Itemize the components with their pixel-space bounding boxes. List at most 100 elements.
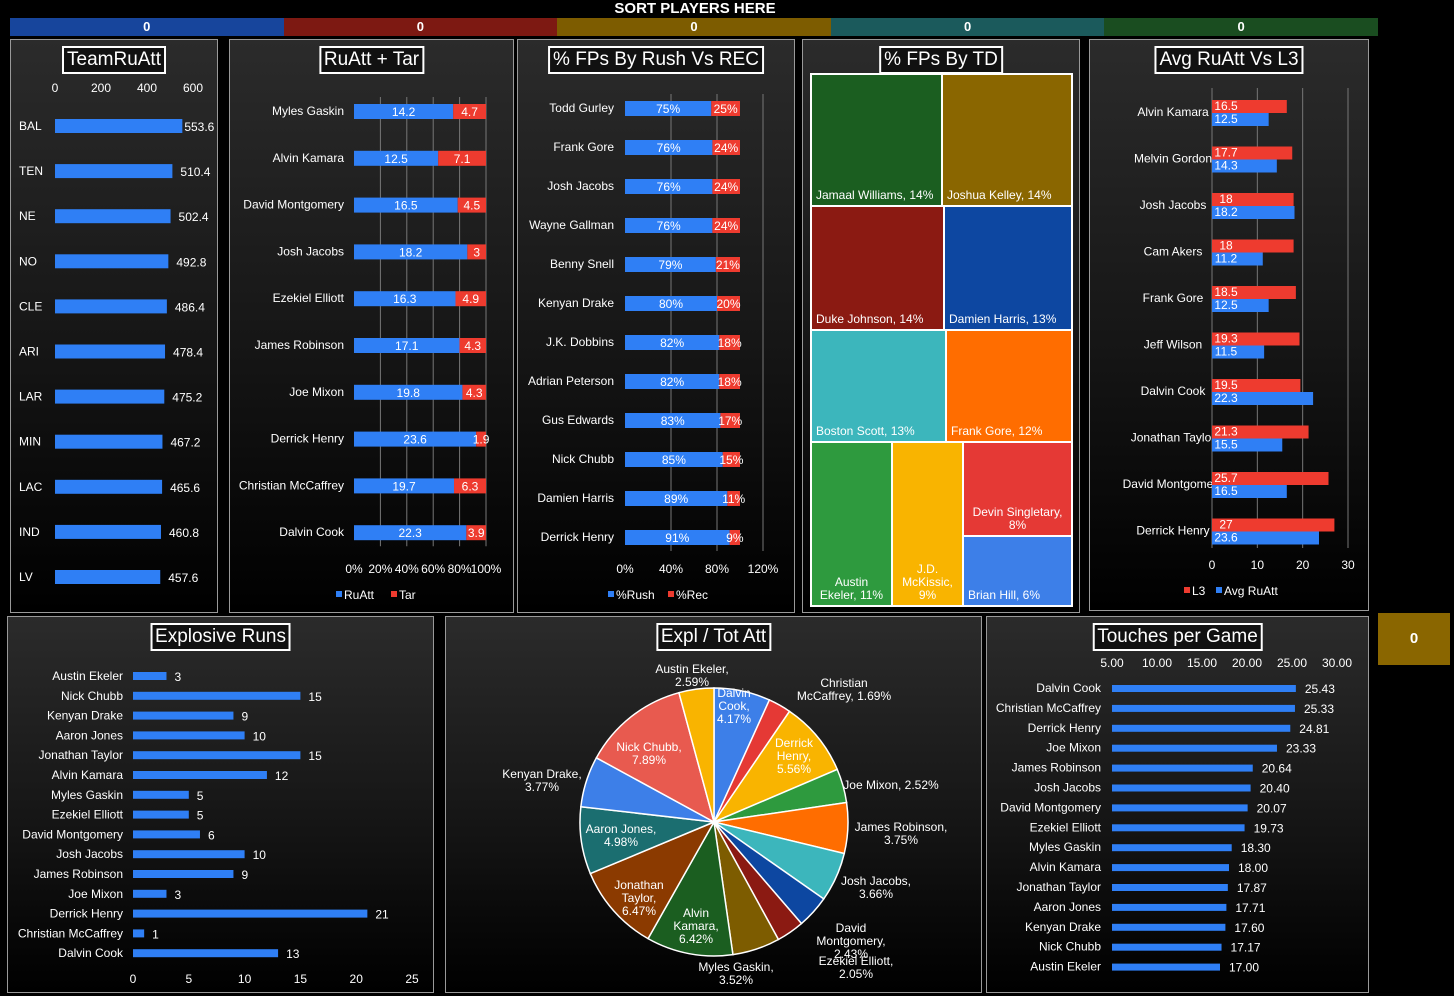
- category-label: Ezekiel Elliott: [1030, 820, 1102, 834]
- bar-%Rec: [720, 413, 740, 428]
- treemap-label: Duke Johnson, 14%: [816, 312, 924, 326]
- fps-by-td-treemap: Jamaal Williams, 14% Joshua Kelley, 14% Du…: [810, 73, 1073, 607]
- treemap-cell: [810, 205, 945, 331]
- treemap-label: McKissic,: [902, 575, 953, 589]
- sort-cell-2[interactable]: 0: [283, 18, 558, 36]
- treemap-cell: [810, 73, 943, 207]
- data-label: 19.73: [1254, 821, 1284, 835]
- x-tick-label: 30.00: [1322, 656, 1352, 670]
- data-label: 25.43: [1305, 682, 1335, 696]
- category-label: MIN: [19, 435, 41, 449]
- slice-label: Joe Mixon, 2.52%: [843, 778, 939, 792]
- data-label: 17.60: [1234, 921, 1264, 935]
- category-label: Frank Gore: [553, 140, 614, 154]
- chart-title: % FPs By Rush Vs REC: [548, 46, 764, 74]
- bar-%Rush: [625, 335, 720, 350]
- x-tick-label: 10.00: [1142, 656, 1172, 670]
- category-label: Dalvin Cook: [58, 946, 124, 960]
- data-label: 91%: [665, 531, 689, 545]
- slice-label: McCaffrey, 1.69%: [797, 689, 892, 703]
- bar: [55, 164, 173, 179]
- data-label: 17.1: [395, 339, 419, 353]
- bar-Tar: [454, 478, 486, 494]
- data-label: 10: [253, 848, 267, 862]
- bar-avg-ruatt: [1212, 485, 1287, 498]
- bar-%Rec: [722, 452, 740, 467]
- bar: [55, 254, 169, 269]
- treemap-label: 8%: [1009, 518, 1027, 532]
- chart-title: RuAtt + Tar: [318, 46, 425, 74]
- slice-label: 3.52%: [719, 973, 753, 987]
- bar: [133, 672, 167, 680]
- slice-label: 4.98%: [604, 835, 638, 849]
- data-label: 5: [197, 789, 204, 803]
- category-label: James Robinson: [1012, 761, 1101, 775]
- panel-ruatt-tar: RuAtt + Tar 0% 20% 40% 60% 80% 100% Myles Gask…: [229, 39, 514, 613]
- sort-cell-3[interactable]: 0: [557, 18, 831, 36]
- category-label: IND: [19, 525, 40, 539]
- data-label: 5: [197, 809, 204, 823]
- category-label: Wayne Gallman: [529, 218, 614, 232]
- category-label: LV: [19, 570, 33, 584]
- data-label: 475.2: [172, 391, 202, 405]
- bar: [133, 751, 301, 760]
- treemap-label: Brian Hill, 6%: [968, 588, 1040, 602]
- data-label: 23.6: [1214, 531, 1238, 545]
- legend-label: %Rush: [616, 588, 655, 602]
- treemap-label: Joshua Kelley, 14%: [947, 188, 1052, 202]
- x-tick-label: 20%: [368, 562, 392, 576]
- bar-RuAtt: [354, 431, 477, 447]
- panel-team-ruatt: TeamRuAtt 0 200 400 600 BAL 553.6 TEN 510.4 NE 50…: [10, 39, 218, 613]
- sort-cell-4[interactable]: 0: [830, 18, 1105, 36]
- slice-label: 2.43%: [834, 947, 868, 961]
- legend-label: %Rec: [676, 588, 708, 602]
- data-label: 3.9: [468, 526, 485, 540]
- sort-cell-5[interactable]: 0: [1104, 18, 1378, 36]
- side-value-box[interactable]: 0: [1378, 613, 1450, 665]
- category-label: Josh Jacobs: [547, 179, 614, 193]
- data-label: 17.7: [1214, 146, 1238, 160]
- bar-avg-ruatt: [1212, 252, 1263, 266]
- data-label: 23.6: [403, 433, 427, 447]
- data-label: 7.1: [454, 152, 471, 166]
- category-label: Derrick Henry: [50, 907, 123, 921]
- treemap-cell: [891, 441, 964, 607]
- bar-Tar: [466, 525, 486, 541]
- bar-%Rec: [729, 530, 740, 545]
- bar: [1112, 943, 1222, 951]
- treemap-cell: [945, 329, 1073, 443]
- category-label: Frank Gore: [1143, 291, 1204, 305]
- data-label: 17.17: [1231, 941, 1261, 955]
- data-label: 16.5: [1214, 484, 1238, 498]
- x-tick-label: 40%: [659, 562, 683, 576]
- bar-%Rec: [719, 335, 740, 350]
- treemap-cell: [810, 329, 947, 443]
- data-label: 4.7: [461, 105, 478, 119]
- category-label: Josh Jacobs: [56, 847, 123, 861]
- x-tick-label: 20: [350, 972, 364, 986]
- category-label: Jonathan Taylor: [38, 748, 123, 762]
- bar: [1112, 704, 1295, 712]
- data-label: 82%: [660, 336, 684, 350]
- sort-players-label: SORT PLAYERS HERE: [614, 0, 776, 17]
- slice-label: Nick Chubb,: [616, 740, 681, 754]
- data-label: 465.6: [170, 481, 200, 495]
- slice-label: Dalvin: [717, 686, 750, 700]
- touches-per-game-chart: 5.00 10.00 15.00 20.00 25.00 30.00 Dalvin Cook…: [996, 656, 1352, 975]
- category-label: David Montgomery: [22, 827, 123, 841]
- category-label: Joe Mixon: [68, 887, 123, 901]
- sort-cell-1[interactable]: 0: [10, 18, 284, 36]
- bar-%Rec: [717, 296, 740, 311]
- bar: [1112, 923, 1226, 931]
- bar-%Rush: [625, 452, 723, 467]
- category-label: Jeff Wilson: [1144, 338, 1202, 352]
- bar: [133, 771, 267, 779]
- bar: [1112, 804, 1248, 812]
- bar-L3: [1212, 146, 1293, 160]
- data-label: 11.2: [1215, 252, 1238, 266]
- data-label: 467.2: [170, 436, 200, 450]
- bar-L3: [1212, 100, 1287, 113]
- category-label: Josh Jacobs: [277, 244, 344, 258]
- bar-%Rec: [715, 257, 740, 272]
- data-label: 9: [241, 710, 248, 724]
